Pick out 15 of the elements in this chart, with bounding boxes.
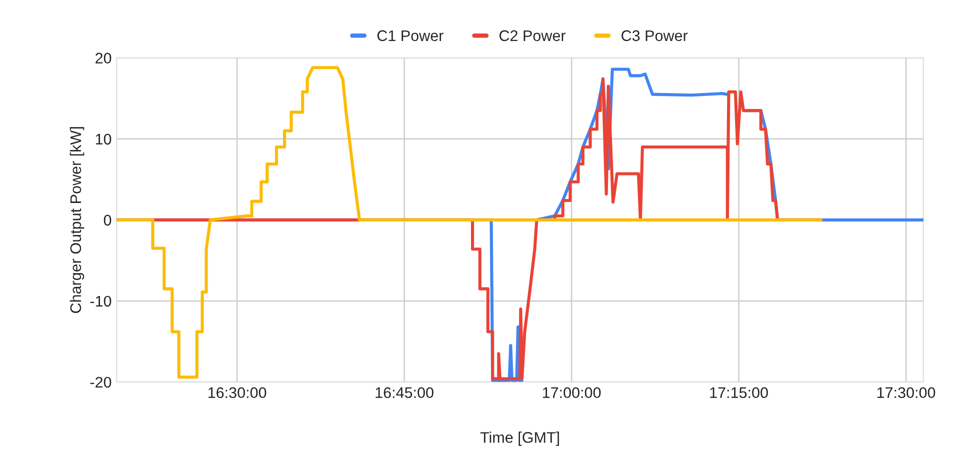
x-tick-label: 17:15:00	[710, 387, 768, 398]
y-tick-label: 10	[96, 134, 112, 145]
x-tick-label: 17:30:00	[877, 387, 936, 398]
legend-label: C3 Power	[622, 30, 688, 42]
legend-label: C1 Power	[377, 30, 444, 42]
x-tick-label: 17:00:00	[542, 387, 601, 398]
y-tick-label: -20	[90, 376, 112, 388]
y-tick-label: -10	[90, 296, 112, 307]
y-axis-title: Charger Output Power [kW]	[70, 127, 84, 313]
y-tick-label: 0	[104, 214, 112, 226]
x-tick-label: 16:45:00	[376, 387, 434, 398]
legend-label: C2 Power	[499, 30, 566, 42]
x-tick-label: 16:30:00	[208, 387, 266, 398]
x-axis-title: Time [GMT]	[480, 432, 559, 446]
y-tick-label: 20	[96, 52, 112, 64]
